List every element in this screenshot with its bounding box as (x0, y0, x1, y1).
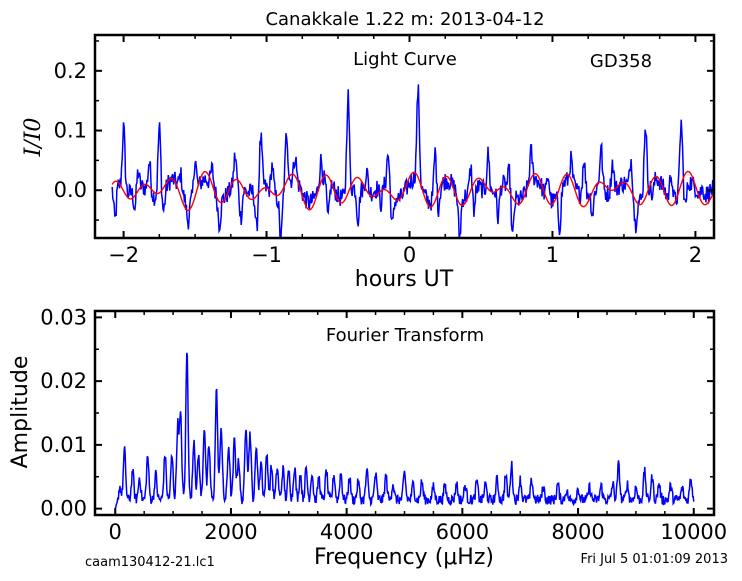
light-curve-panel: −2 −1 0 1 2 0.0 0.1 0.2 Light Curve GD358 hours… (21, 33, 716, 292)
ft-y-tick-label: 0.01 (40, 433, 87, 457)
lc-x-tick-label: 1 (546, 243, 559, 267)
light-curve-title: Light Curve (353, 49, 457, 70)
fourier-transform-title: Fourier Transform (326, 325, 484, 346)
lc-axes-frame (93, 33, 716, 240)
ft-y-tick-label: 0.00 (40, 497, 87, 521)
ft-series-data-line (114, 352, 695, 509)
lc-x-tick-label: −1 (251, 243, 282, 267)
footer-timestamp: Fri Jul 5 01:01:09 2013 (581, 552, 728, 567)
ft-x-tick-label: 6000 (436, 520, 489, 544)
figure-title: Canakkale 1.22 m: 2013-04-12 (265, 9, 544, 30)
light-curve-x-axis-label: hours UT (355, 267, 454, 292)
fourier-x-axis-label: Frequency (μHz) (314, 545, 494, 570)
ft-x-tick-label: 2000 (204, 520, 257, 544)
lc-series-data-line (111, 84, 714, 238)
lc-y-tick-label: 0.2 (54, 59, 87, 83)
ft-x-tick-label: 0 (109, 520, 122, 544)
lc-x-tick-label: 0 (403, 243, 416, 267)
light-curve-y-axis-label: I/I0 (21, 118, 46, 158)
ft-y-tick-label: 0.02 (40, 369, 87, 393)
star-name-label: GD358 (590, 51, 652, 72)
ft-x-tick-label: 8000 (551, 520, 604, 544)
lc-y-tick-label: 0.0 (54, 178, 87, 202)
footer-filename: caam130412-21.lc1 (85, 555, 215, 570)
ft-x-tick-label: 4000 (320, 520, 373, 544)
lc-x-tick-label: 2 (689, 243, 702, 267)
ft-y-tick-label: 0.03 (40, 305, 87, 329)
fourier-y-axis-label: Amplitude (8, 356, 33, 469)
lc-y-tick-label: 0.1 (54, 119, 87, 143)
ft-x-tick-label: 10000 (660, 520, 727, 544)
lc-x-tick-label: −2 (108, 243, 139, 267)
fourier-transform-panel: 0 2000 4000 6000 8000 10000 0.00 0.01 0.02 0.03 F… (8, 305, 727, 570)
lc-series-model-line (111, 170, 714, 212)
